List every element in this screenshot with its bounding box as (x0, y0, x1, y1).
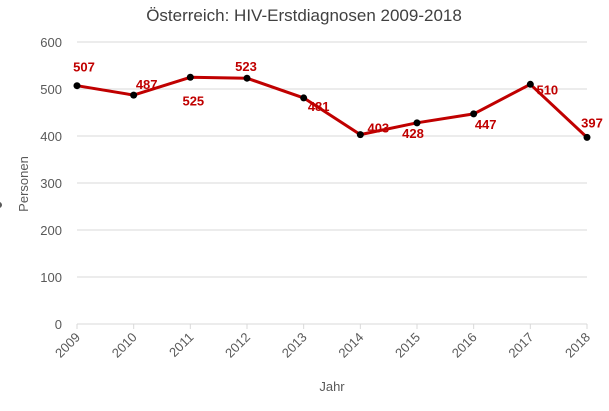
x-tick-label: 2010 (109, 330, 140, 361)
x-tick-label: 2013 (279, 330, 310, 361)
data-label: 403 (367, 121, 389, 136)
x-tick-label: 2015 (392, 330, 423, 361)
data-labels: 507 487 525 523 481 403 428 447 510 397 (73, 59, 603, 141)
x-tick-label: 2017 (505, 330, 536, 361)
data-label: 487 (136, 77, 158, 92)
left-edge-mark (0, 202, 2, 208)
data-label: 481 (308, 99, 330, 114)
data-label: 510 (536, 82, 558, 97)
y-tick-label: 600 (40, 35, 62, 50)
data-label: 447 (475, 117, 497, 132)
data-label: 428 (402, 126, 424, 141)
data-point (130, 91, 138, 99)
x-axis: 2009 2010 2011 2012 2013 2014 2015 2016 2017 2018 (52, 324, 593, 361)
data-point (526, 80, 534, 88)
data-label: 507 (73, 60, 95, 75)
data-point (413, 119, 421, 127)
data-point (186, 73, 194, 81)
x-tick-label: 2012 (222, 330, 253, 361)
data-label: 525 (182, 93, 204, 108)
data-point (470, 110, 478, 118)
x-tick-label: 2009 (52, 330, 83, 361)
y-tick-label: 300 (40, 176, 62, 191)
x-tick-label: 2018 (562, 330, 593, 361)
data-label: 523 (235, 59, 257, 74)
y-axis-title: Personen (16, 156, 31, 212)
data-point (300, 94, 308, 102)
data-point (583, 133, 591, 141)
series-line (76, 75, 589, 139)
y-axis: 0 100 200 300 400 500 600 (40, 35, 62, 332)
chart-title: Österreich: HIV-Erstdiagnosen 2009-2018 (146, 6, 462, 25)
data-point (73, 82, 81, 90)
x-tick-label: 2014 (335, 330, 366, 361)
data-point (243, 74, 251, 82)
data-points (73, 73, 591, 141)
y-tick-label: 100 (40, 270, 62, 285)
data-label: 397 (581, 115, 603, 130)
y-tick-label: 200 (40, 223, 62, 238)
data-point (356, 131, 364, 139)
x-tick-label: 2011 (166, 330, 196, 360)
y-tick-label: 500 (40, 82, 62, 97)
x-axis-title: Jahr (319, 379, 345, 394)
gridlines (77, 41, 587, 325)
x-tick-label: 2016 (449, 330, 480, 361)
y-tick-label: 0 (55, 317, 62, 332)
y-tick-label: 400 (40, 129, 62, 144)
